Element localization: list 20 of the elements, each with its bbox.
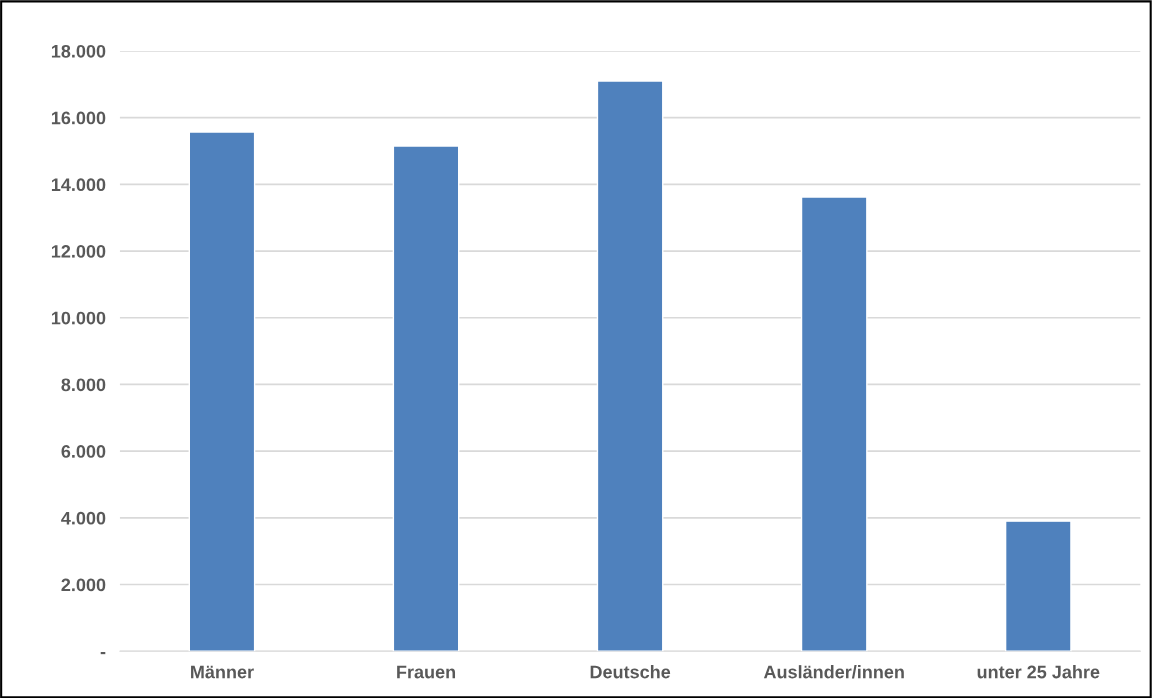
bar [392, 145, 460, 652]
y-tick-label: 2.000 [61, 578, 106, 592]
y-tick-label: 14.000 [51, 178, 106, 192]
x-tick-label: Männer [191, 665, 254, 679]
bar [596, 80, 664, 652]
y-tick-label: 12.000 [51, 244, 106, 258]
x-tick-label: Ausländer/innen [763, 665, 904, 679]
x-tick-label: Deutsche [590, 665, 671, 679]
y-tick-label: - [100, 652, 106, 655]
y-tick-label: 8.000 [61, 378, 106, 392]
x-tick-label: Frauen [397, 665, 456, 679]
bar [188, 131, 256, 652]
y-tick-label: 4.000 [61, 511, 106, 525]
bar [800, 196, 868, 652]
y-tick-label: 6.000 [61, 445, 106, 458]
y-tick-label: 18.000 [51, 44, 106, 58]
bar [1004, 520, 1072, 652]
y-tick-label: 16.000 [51, 111, 106, 125]
y-tick-label: 10.000 [51, 311, 106, 325]
x-tick-label: unter 25 Jahre [977, 665, 1100, 679]
